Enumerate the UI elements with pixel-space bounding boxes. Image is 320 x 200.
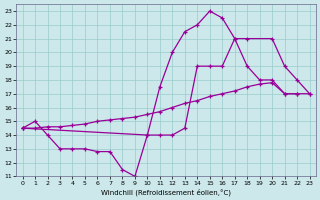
X-axis label: Windchill (Refroidissement éolien,°C): Windchill (Refroidissement éolien,°C) [101, 188, 231, 196]
